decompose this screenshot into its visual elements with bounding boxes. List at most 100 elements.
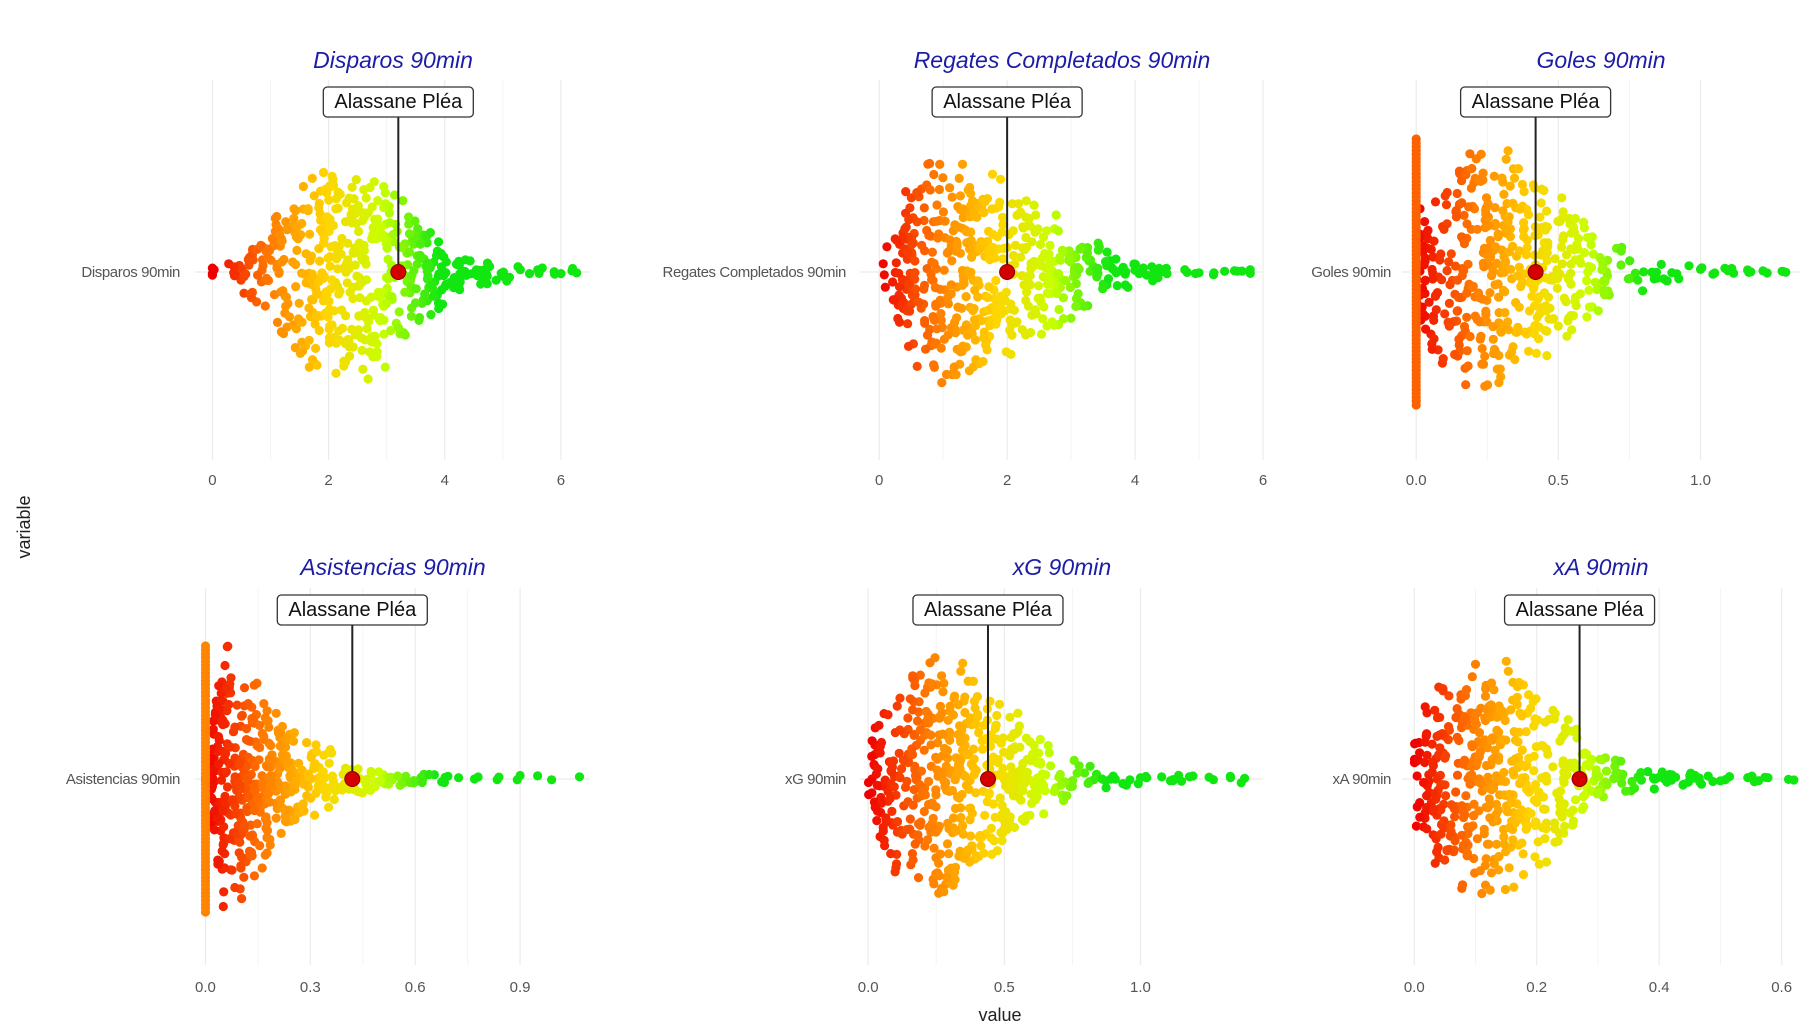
data-point bbox=[1486, 252, 1496, 262]
data-point bbox=[1478, 168, 1488, 178]
data-point bbox=[962, 750, 972, 760]
data-point bbox=[1616, 246, 1626, 256]
data-point bbox=[1534, 292, 1544, 302]
data-point bbox=[1489, 348, 1499, 359]
data-point bbox=[903, 341, 914, 351]
data-point bbox=[908, 705, 918, 715]
data-point bbox=[1496, 706, 1506, 717]
data-point bbox=[1112, 281, 1122, 291]
data-point bbox=[895, 725, 905, 735]
data-points bbox=[1409, 656, 1799, 899]
data-point bbox=[404, 229, 415, 239]
data-point bbox=[1411, 400, 1421, 410]
data-point bbox=[209, 825, 219, 835]
data-point bbox=[1420, 757, 1430, 768]
data-point bbox=[937, 671, 947, 681]
data-point bbox=[991, 275, 1001, 286]
data-point bbox=[1522, 784, 1532, 794]
data-point bbox=[362, 324, 372, 334]
data-point bbox=[971, 851, 982, 861]
data-point bbox=[274, 779, 284, 789]
data-point bbox=[984, 282, 994, 292]
data-point bbox=[348, 247, 358, 257]
data-point bbox=[1029, 256, 1039, 266]
data-point bbox=[214, 735, 224, 746]
data-point bbox=[903, 248, 913, 258]
data-point bbox=[291, 232, 301, 242]
x-tick-label: 1.0 bbox=[1690, 472, 1711, 489]
data-point bbox=[908, 855, 918, 865]
panels-layer: Disparos 90min Disparos 90min 0 2 4 6 Alassane… bbox=[66, 47, 1800, 996]
data-point bbox=[966, 831, 976, 841]
data-point bbox=[1039, 302, 1049, 312]
data-point bbox=[379, 233, 389, 243]
data-point bbox=[938, 729, 948, 739]
data-point bbox=[1477, 888, 1487, 899]
data-point bbox=[1452, 704, 1462, 714]
data-point bbox=[361, 780, 371, 790]
data-point bbox=[973, 712, 983, 722]
data-point bbox=[1469, 799, 1479, 809]
data-point bbox=[925, 185, 935, 195]
data-point bbox=[1512, 699, 1522, 710]
data-point bbox=[1473, 288, 1484, 298]
data-point bbox=[263, 789, 274, 799]
data-point bbox=[291, 259, 301, 270]
data-point bbox=[436, 249, 446, 259]
data-point bbox=[1058, 314, 1069, 324]
data-point bbox=[1530, 852, 1540, 862]
data-point bbox=[1485, 235, 1495, 246]
data-point bbox=[1476, 331, 1486, 341]
data-point bbox=[931, 301, 941, 311]
data-point bbox=[1529, 250, 1540, 260]
data-point bbox=[420, 289, 430, 299]
data-point bbox=[496, 268, 506, 278]
data-point bbox=[965, 182, 975, 193]
data-point bbox=[385, 218, 395, 228]
data-point bbox=[953, 302, 963, 312]
data-point bbox=[1638, 286, 1648, 296]
data-point bbox=[389, 190, 400, 200]
data-point bbox=[1498, 206, 1508, 216]
data-point bbox=[1452, 770, 1463, 780]
data-point bbox=[225, 742, 235, 752]
data-point bbox=[1561, 250, 1572, 260]
data-point bbox=[221, 749, 231, 759]
data-point bbox=[262, 706, 272, 716]
data-point bbox=[900, 782, 911, 793]
data-point bbox=[1014, 721, 1024, 731]
data-point bbox=[267, 234, 277, 244]
data-point bbox=[1519, 187, 1529, 197]
data-point bbox=[1103, 274, 1114, 284]
data-point bbox=[327, 748, 337, 758]
data-point bbox=[1011, 729, 1021, 739]
data-point bbox=[281, 292, 291, 302]
data-point bbox=[409, 265, 419, 276]
data-point bbox=[983, 305, 993, 315]
data-point bbox=[910, 268, 920, 278]
data-point bbox=[1557, 259, 1567, 269]
data-point bbox=[1530, 301, 1540, 311]
data-point bbox=[1529, 795, 1539, 805]
data-point bbox=[1597, 255, 1607, 265]
data-point bbox=[1515, 812, 1525, 822]
data-point bbox=[1557, 193, 1567, 203]
data-point bbox=[1046, 761, 1056, 771]
data-point bbox=[921, 344, 931, 354]
data-point bbox=[1429, 315, 1439, 325]
data-point bbox=[936, 343, 946, 353]
data-point bbox=[1422, 750, 1432, 760]
x-tick-label: 0.9 bbox=[510, 979, 531, 996]
data-point bbox=[1570, 213, 1580, 224]
panel-title: Goles 90min bbox=[1536, 47, 1665, 73]
data-point bbox=[1431, 305, 1441, 315]
data-point bbox=[1083, 778, 1093, 789]
data-point bbox=[242, 806, 252, 817]
data-point bbox=[371, 234, 382, 244]
data-point bbox=[321, 792, 331, 802]
data-point bbox=[242, 761, 252, 771]
data-point bbox=[366, 335, 376, 345]
panel-title: Disparos 90min bbox=[313, 47, 473, 73]
data-point bbox=[951, 370, 961, 380]
data-point bbox=[968, 676, 979, 687]
